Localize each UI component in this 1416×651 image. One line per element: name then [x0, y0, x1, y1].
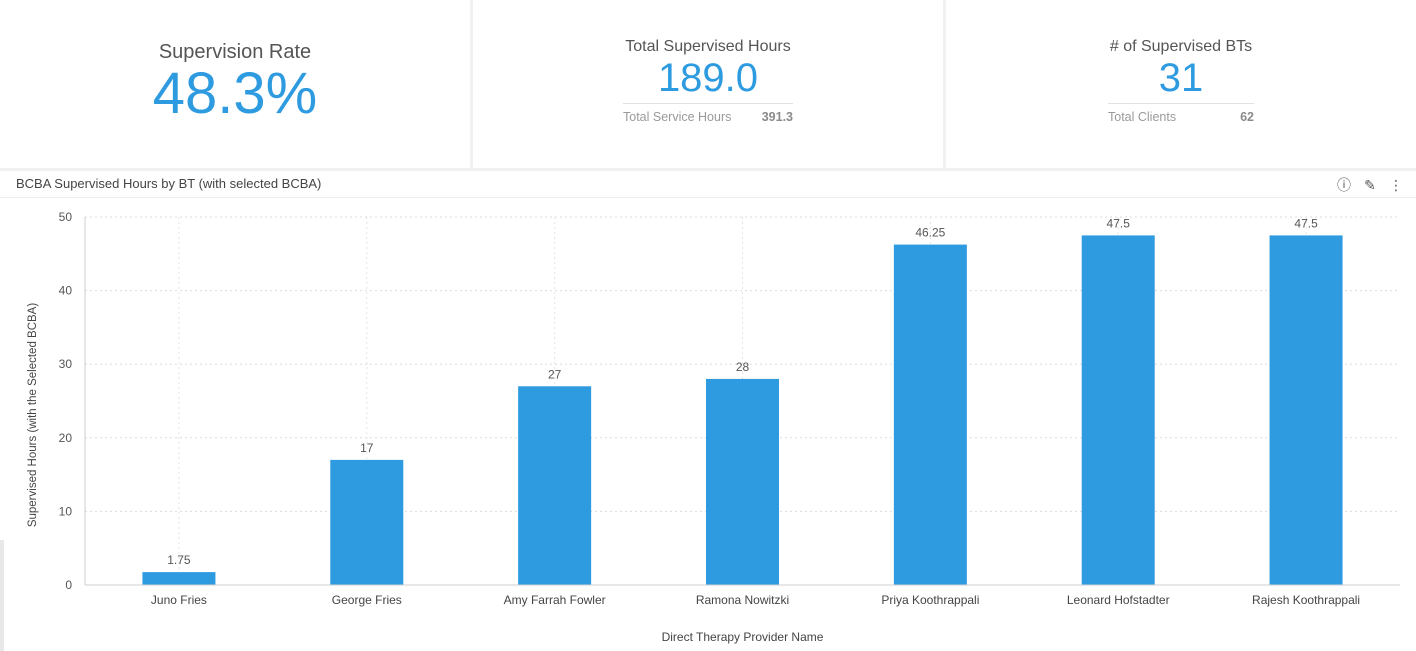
x-tick-label: George Fries: [332, 593, 402, 607]
chart-title: BCBA Supervised Hours by BT (with select…: [16, 176, 322, 191]
data-label: 28: [736, 360, 750, 374]
x-axis-title: Direct Therapy Provider Name: [662, 630, 824, 644]
kpi-supervised-bts: # of Supervised BTs 31 Total Clients 62: [946, 0, 1416, 168]
y-tick-label: 0: [65, 578, 72, 592]
bar: [518, 386, 592, 585]
kpi-hours-sub: Total Service Hours 391.3: [623, 103, 793, 124]
x-tick-label: Rajesh Koothrappali: [1252, 593, 1360, 607]
x-tick-label: Leonard Hofstadter: [1067, 593, 1170, 607]
kpi-rate-value: 48.3%: [152, 61, 318, 126]
bar: [706, 378, 779, 585]
chart-panel: BCBA Supervised Hours by BT (with select…: [0, 168, 1416, 651]
data-label: 46.25: [915, 226, 945, 240]
y-tick-label: 20: [59, 431, 73, 445]
y-tick-label: 10: [59, 504, 73, 518]
kpi-bts-sub: Total Clients 62: [1108, 103, 1254, 124]
kpi-bts-label: # of Supervised BTs: [1109, 38, 1253, 55]
data-label: 17: [360, 441, 374, 455]
more-icon[interactable]: ⋮: [1389, 176, 1403, 193]
data-label: 1.75: [167, 553, 191, 567]
kpi-hours-value: 189.0: [657, 56, 759, 100]
data-label: 47.5: [1107, 216, 1131, 230]
info-icon[interactable]: ⓘ: [1337, 177, 1351, 193]
kpi-bts-value: 31: [1158, 56, 1204, 100]
x-tick-label: Priya Koothrappali: [881, 593, 979, 607]
kpi-hours-label: Total Supervised Hours: [625, 38, 791, 55]
kpi-bts-sub-label: Total Clients: [1108, 110, 1177, 124]
data-label: 27: [548, 367, 562, 381]
bar: [1081, 235, 1155, 585]
kpi-bts-sub-value: 62: [1240, 110, 1254, 124]
kpi-supervision-rate: Supervision Rate 48.3%: [0, 0, 470, 168]
kpi-row: Supervision Rate 48.3% Total Supervised …: [0, 0, 1416, 168]
x-tick-label: Juno Fries: [151, 593, 207, 607]
bar: [142, 572, 216, 585]
y-tick-label: 40: [59, 284, 73, 298]
bar: [893, 244, 967, 585]
bar-chart: 0 10 20 30 40 50 1.75 Juno Fries 17 George Fries 2…: [27, 210, 1400, 644]
bar: [1269, 235, 1343, 585]
header-icons: ⓘ ✎ ⋮: [1336, 175, 1404, 195]
y-tick-label: 50: [59, 210, 73, 224]
x-tick-label: Amy Farrah Fowler: [504, 593, 606, 607]
edit-icon[interactable]: ✎: [1364, 176, 1376, 193]
kpi-total-supervised-hours: Total Supervised Hours 189.0 Total Servi…: [473, 0, 943, 168]
bar: [330, 459, 404, 585]
data-label: 47.5: [1294, 216, 1318, 230]
y-tick-label: 30: [59, 357, 73, 371]
kpi-hours-sub-label: Total Service Hours: [623, 110, 732, 124]
kpi-rate-label: Supervision Rate: [158, 41, 312, 63]
y-axis-title: Supervised Hours (with the Selected BCBA…: [27, 303, 39, 528]
left-edge-scroll-strip: [0, 540, 4, 651]
chart-header: BCBA Supervised Hours by BT (with select…: [0, 171, 1416, 198]
kpi-hours-sub-value: 391.3: [761, 110, 793, 124]
x-tick-label: Ramona Nowitzki: [696, 593, 789, 607]
